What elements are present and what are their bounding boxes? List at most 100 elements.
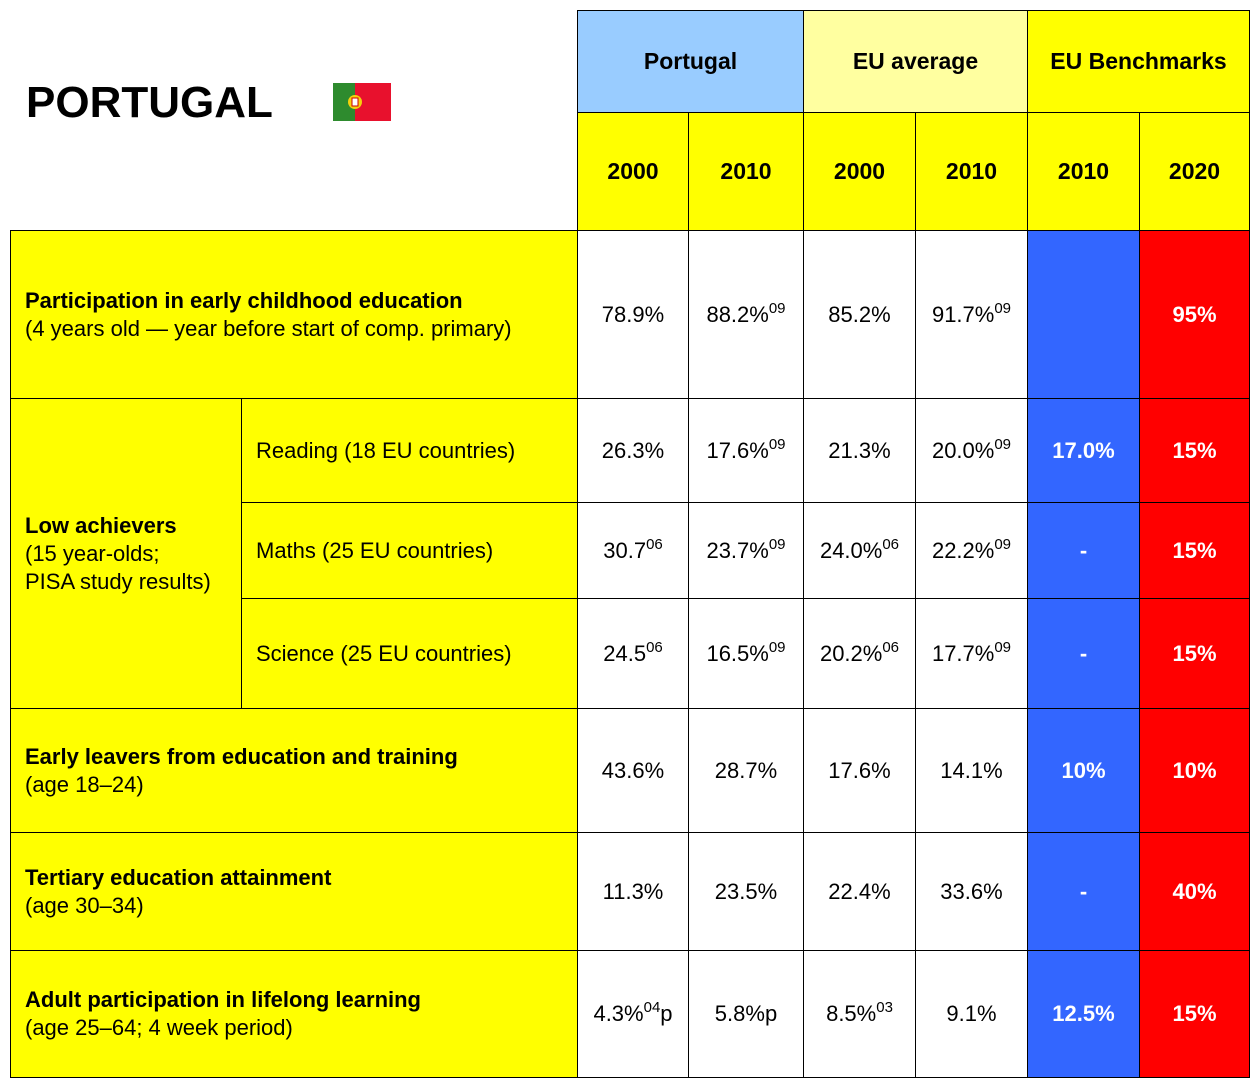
- value-footnote: 09: [768, 435, 786, 453]
- value-cell: 10%: [1027, 708, 1140, 833]
- value-text: 26.3%: [601, 437, 665, 463]
- value: 15%: [1172, 538, 1216, 564]
- value: 30.706: [603, 535, 663, 564]
- value-footnote: 09: [768, 299, 786, 317]
- value: 11.3%: [603, 879, 664, 905]
- row-label: Early leavers from education and trainin…: [10, 708, 578, 833]
- value-text: 20.0%: [931, 437, 995, 463]
- row-subtitle: (age 18–24): [25, 771, 144, 797]
- year-header: 2010: [688, 112, 804, 231]
- value-text: 33.6%: [940, 878, 1003, 904]
- value: 5.8%p: [715, 1001, 777, 1027]
- value: 10%: [1172, 758, 1216, 784]
- value-footnote: 03: [876, 999, 893, 1016]
- value-cell: 9.1%: [915, 950, 1028, 1078]
- value-cell: 11.3%: [577, 832, 689, 951]
- value: 28.7%: [715, 758, 777, 784]
- year-header-text: 2020: [1168, 158, 1221, 184]
- value-cell: 15%: [1139, 950, 1250, 1078]
- value-text: 43.6%: [601, 757, 665, 783]
- row-label: Participation in early childhood educati…: [10, 230, 578, 399]
- row-title: Tertiary education attainment: [25, 864, 332, 890]
- row-title: Participation in early childhood educati…: [25, 287, 463, 313]
- value-cell: 43.6%: [577, 708, 689, 833]
- year-header-text: 2010: [945, 158, 998, 184]
- value: -: [1080, 538, 1087, 564]
- value-footnote: 04: [643, 999, 661, 1016]
- subrow-label-text: Maths (25 EU countries): [256, 537, 494, 563]
- row-subtitle: (age 25–64; 4 week period): [25, 1015, 293, 1040]
- row-subtitle: (4 years old — year before start of comp…: [25, 315, 512, 341]
- row-label: Adult participation in lifelong learning…: [10, 950, 578, 1078]
- value-text: 91.7%: [931, 301, 995, 327]
- value: 23.7%09: [706, 537, 785, 564]
- subrow-label: Maths (25 EU countries): [241, 502, 578, 599]
- value-cell: 21.3%: [803, 398, 916, 503]
- value-cell: 85.2%: [803, 230, 916, 399]
- group-header-text: EU average: [852, 48, 979, 74]
- year-header-text: 2000: [607, 158, 659, 184]
- value: 17.0%: [1052, 438, 1114, 464]
- value-cell: 33.6%: [915, 832, 1028, 951]
- value-cell: 5.8%p: [688, 950, 804, 1078]
- value: -: [1080, 879, 1087, 905]
- value-text: 17.6%: [828, 757, 891, 783]
- value: 88.2%09: [706, 299, 786, 328]
- value-footnote: 06: [882, 638, 900, 656]
- value-cell: 22.2%09: [915, 502, 1028, 599]
- value-cell: -: [1027, 502, 1140, 599]
- value-cell: 17.0%: [1027, 398, 1140, 503]
- value: 15%: [1172, 438, 1216, 464]
- value-cell: 24.506: [577, 598, 689, 709]
- value-suffix: p: [660, 1001, 673, 1026]
- subrow-label: Reading (18 EU countries): [241, 398, 578, 503]
- value-cell: 14.1%: [915, 708, 1028, 833]
- value-cell: 22.4%: [803, 832, 916, 951]
- year-header: 2010: [915, 112, 1028, 231]
- value-text: 21.3%: [828, 437, 891, 463]
- value: 91.7%09: [931, 301, 1011, 328]
- value: 12.5%: [1052, 1001, 1114, 1027]
- year-header-text: 2010: [720, 158, 772, 184]
- value-cell: 23.7%09: [688, 502, 804, 599]
- value: 22.4%: [828, 879, 890, 905]
- value-cell: 24.0%06: [803, 502, 916, 599]
- value-text: 11.3%: [602, 878, 664, 904]
- value-cell: 12.5%: [1027, 950, 1140, 1078]
- value: 9.1%: [946, 1001, 996, 1027]
- value: 24.0%06: [820, 535, 900, 564]
- value-footnote: 06: [646, 535, 663, 553]
- value-cell: 8.5%03: [803, 950, 916, 1078]
- value-footnote: 09: [994, 435, 1012, 453]
- value-text: 12.5%: [1052, 1001, 1115, 1026]
- value: 10%: [1061, 758, 1105, 784]
- year-header-text: 2000: [833, 158, 886, 184]
- value-cell: 15%: [1139, 598, 1250, 709]
- value-cell: 78.9%: [577, 230, 689, 399]
- group-header: EU average: [803, 10, 1028, 113]
- value-text: 17.6%: [706, 437, 769, 463]
- value-cell: 17.6%: [803, 708, 916, 833]
- row-label: Tertiary education attainment (age 30–34): [10, 832, 578, 951]
- value-text: 30.7: [603, 537, 647, 563]
- value-footnote: 06: [882, 535, 900, 553]
- group-subtitle: PISA study results): [25, 568, 211, 594]
- value: 22.2%09: [932, 537, 1011, 564]
- group-subtitle: (15 year-olds;: [25, 540, 160, 566]
- value-cell: 15%: [1139, 502, 1250, 599]
- value: 17.6%09: [706, 435, 786, 464]
- value: 20.0%09: [931, 435, 1012, 464]
- value: 4.3%04p: [593, 999, 673, 1027]
- year-header: 2020: [1139, 112, 1250, 231]
- value-footnote: 09: [768, 638, 786, 656]
- value-cell: 4.3%04p: [577, 950, 689, 1078]
- subrow-label-text: Science (25 EU countries): [256, 640, 512, 666]
- value: 95%: [1172, 302, 1216, 328]
- value-text: 17.0%: [1052, 437, 1115, 463]
- value-cell: -: [1027, 598, 1140, 709]
- value: -: [1080, 641, 1087, 667]
- value-cell: 17.6%09: [688, 398, 804, 503]
- value-text: 20.2%: [819, 640, 883, 666]
- value-cell: 91.7%09: [915, 230, 1028, 399]
